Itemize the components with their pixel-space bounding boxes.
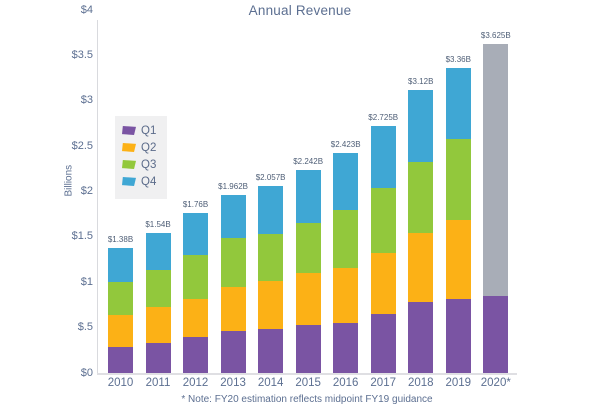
- bar-segment-q2-2014: [258, 281, 284, 330]
- bar-segment-q2-2011: [145, 306, 171, 344]
- bar-segment-q1-2013: [220, 331, 246, 373]
- bar-segment-q1-2014: [258, 329, 284, 373]
- bar-segment-q3-2010: [108, 282, 133, 315]
- legend-label: Q1: [141, 124, 157, 137]
- bar-segment-q1-2010: [108, 346, 133, 373]
- x-tick-label-2013: 2013: [220, 377, 246, 389]
- bar-segment-q1-2019: [445, 298, 471, 373]
- bar-segment-q4-2014: [258, 186, 284, 235]
- bar-total-label-2016: $2.423B: [330, 140, 361, 150]
- bar-segment-q4-2018: [408, 89, 434, 163]
- y-tick-label: $.5: [77, 321, 93, 334]
- bar-segment-q3-2018: [408, 162, 434, 234]
- bar-total-label-2010: $1.38B: [107, 234, 134, 244]
- legend: Q1 Q2 Q3 Q4: [115, 116, 167, 199]
- legend-label: Q4: [141, 175, 157, 188]
- q1-swatch-icon: [122, 126, 136, 135]
- bar-segment-q1-2020: [483, 295, 509, 373]
- x-tick-label-2014: 2014: [257, 377, 284, 389]
- bar-segment-q4-2013: [220, 194, 246, 238]
- x-tick-label-2019: 2019: [445, 377, 472, 389]
- bar-segment-q4-2011: [145, 233, 171, 271]
- legend-item-q2: Q2: [122, 139, 167, 156]
- x-tick-label-2015: 2015: [295, 377, 321, 389]
- bar-segment-q2-2016: [333, 267, 359, 324]
- legend-label: Q2: [141, 141, 157, 154]
- bar-segment-q3-2014: [258, 234, 284, 282]
- y-tick-label: $1: [80, 275, 93, 288]
- legend-item-q3: Q3: [122, 156, 167, 173]
- y-axis-line: [97, 20, 98, 374]
- bar-segment-fy20-estimate-2020: [483, 44, 509, 296]
- q4-swatch-icon: [122, 177, 136, 186]
- x-tick-label-2018: 2018: [407, 377, 434, 389]
- bar-total-label-2015: $2.242B: [293, 156, 324, 166]
- bar-segment-q2-2019: [445, 219, 471, 299]
- y-tick-label: $0: [80, 366, 93, 379]
- bar-segment-q2-2013: [220, 286, 246, 332]
- bar-segment-q3-2011: [145, 270, 171, 307]
- bar-segment-q1-2011: [145, 343, 171, 373]
- legend-label: Q3: [141, 158, 157, 171]
- x-tick-label-2020: 2020*: [480, 377, 511, 389]
- footnote: * Note: FY20 estimation reflects midpoin…: [181, 394, 433, 405]
- bar-segment-q1-2016: [333, 323, 359, 373]
- legend-items: Q1 Q2 Q3 Q4: [122, 122, 167, 190]
- bar-total-label-2018: $3.12B: [408, 76, 434, 86]
- bar-total-label-2011: $1.54B: [145, 220, 171, 230]
- bar-segment-q3-2013: [220, 237, 246, 287]
- legend-item-q1: Q1: [122, 122, 167, 139]
- bar-segment-q3-2017: [370, 187, 396, 254]
- bar-segment-q2-2015: [295, 273, 321, 325]
- x-tick-label-2016: 2016: [332, 377, 359, 389]
- y-tick-label: $2.5: [71, 139, 93, 152]
- bar-segment-q3-2012: [183, 255, 209, 299]
- bar-segment-q2-2010: [108, 314, 133, 347]
- bar-segment-q4-2019: [445, 68, 471, 139]
- x-axis-line: [97, 373, 517, 375]
- bar-total-label-2019: $3.36B: [445, 55, 471, 65]
- y-tick-label: $4: [80, 3, 93, 16]
- bar-segment-q2-2017: [370, 253, 396, 314]
- bar-total-label-2020: $3.625B: [480, 31, 511, 41]
- bar-segment-q1-2015: [295, 324, 321, 373]
- bar-segment-q4-2017: [370, 125, 396, 188]
- x-tick-label-2011: 2011: [145, 377, 171, 389]
- bar-total-label-2013: $1.962B: [218, 181, 248, 191]
- q2-swatch-icon: [122, 143, 136, 152]
- y-tick-label: $2: [80, 185, 93, 197]
- bar-segment-q4-2012: [183, 213, 209, 255]
- bar-segment-q2-2012: [183, 298, 209, 337]
- bar-segment-q4-2015: [295, 169, 321, 224]
- y-tick-label: $3: [80, 94, 93, 107]
- bar-total-label-2014: $2.057B: [255, 173, 286, 183]
- bar-segment-q4-2010: [108, 247, 133, 283]
- y-tick-label: $1.5: [71, 230, 93, 243]
- chart-title: Annual Revenue: [248, 3, 352, 18]
- bar-segment-q1-2017: [370, 314, 396, 373]
- bar-segment-q3-2015: [295, 223, 321, 274]
- bar-total-label-2017: $2.725B: [368, 112, 399, 122]
- bar-segment-q1-2012: [183, 336, 209, 373]
- x-tick-label-2010: 2010: [107, 377, 134, 389]
- x-tick-label-2012: 2012: [182, 377, 209, 389]
- x-tick-label-2017: 2017: [370, 377, 396, 389]
- bar-segment-q1-2018: [408, 302, 434, 373]
- bar-segment-q3-2016: [333, 209, 359, 268]
- bar-segment-q2-2018: [408, 233, 434, 303]
- legend-item-q4: Q4: [122, 173, 167, 190]
- y-tick-label: $3.5: [71, 48, 93, 61]
- q3-swatch-icon: [122, 160, 136, 169]
- bar-total-label-2012: $1.76B: [182, 200, 209, 210]
- bar-segment-q3-2019: [445, 138, 471, 220]
- bar-segment-q4-2016: [333, 153, 359, 210]
